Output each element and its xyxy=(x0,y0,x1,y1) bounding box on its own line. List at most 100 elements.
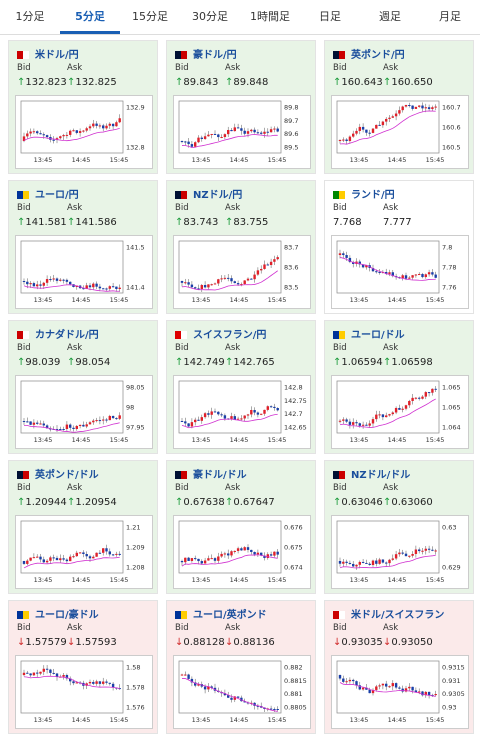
candle-body xyxy=(78,552,82,554)
x-tick-label: 14:45 xyxy=(230,716,249,724)
candle-body xyxy=(394,407,398,413)
candle-body xyxy=(431,549,434,551)
candle-body xyxy=(207,284,210,288)
candle-body xyxy=(404,405,408,409)
candle-body xyxy=(391,116,394,118)
pair-name[interactable]: 英ポンド/円 xyxy=(351,50,405,61)
tab[interactable]: 1分足 xyxy=(15,10,45,23)
pair-name[interactable]: NZドル/円 xyxy=(193,190,243,201)
x-tick-label: 15:45 xyxy=(110,716,129,724)
candle-body xyxy=(338,561,342,564)
candle-body xyxy=(421,274,424,278)
bid-value: ↓0.88128 xyxy=(175,637,225,648)
tab[interactable]: 5分足 xyxy=(60,0,120,34)
tab[interactable]: 30分足 xyxy=(192,10,228,23)
pair-name[interactable]: 英ポンド/ドル xyxy=(35,470,99,481)
pair-name[interactable]: ユーロ/豪ドル xyxy=(35,610,99,621)
candle-body xyxy=(434,274,437,278)
candle-body xyxy=(408,105,411,106)
direction-arrow: ↑ xyxy=(225,357,234,368)
candle-body xyxy=(85,683,88,686)
y-tick-label: 83.6 xyxy=(284,264,298,272)
ask-value: ↑1.20954 xyxy=(67,497,117,508)
candle-body xyxy=(375,414,378,420)
candle-body xyxy=(240,128,243,131)
candle-body xyxy=(36,422,39,424)
pair-name[interactable]: NZドル/ドル xyxy=(351,470,411,481)
x-tick-label: 15:45 xyxy=(268,576,287,584)
y-tick-label: 1.576 xyxy=(126,704,145,712)
candle-body xyxy=(55,138,59,140)
candle-body xyxy=(72,681,75,684)
pair-name[interactable]: 米ドル/円 xyxy=(35,50,79,61)
candle-body xyxy=(358,126,361,131)
plot-area xyxy=(178,100,282,154)
pair-name[interactable]: ユーロ/円 xyxy=(35,190,79,201)
candle-body xyxy=(391,412,394,415)
candle-body xyxy=(29,421,32,425)
candle-body xyxy=(378,124,381,126)
rate-card: 豪ドル/円 Bid Ask ↑89.843 ↑89.848 89.8 89.7 89.6 89.… xyxy=(166,40,316,174)
candle-body xyxy=(197,288,200,290)
tab[interactable]: 1時間足 xyxy=(250,10,290,23)
candle-body xyxy=(411,397,414,401)
direction-arrow: ↑ xyxy=(383,77,392,88)
candle-body xyxy=(45,668,49,670)
candle-body xyxy=(197,684,200,686)
candle-body xyxy=(269,129,273,133)
candle-body xyxy=(194,419,197,423)
bid-label: Bid xyxy=(333,203,347,213)
y-tick-label: 1.58 xyxy=(126,664,140,672)
pair-name[interactable]: スイスフラン/円 xyxy=(193,330,267,341)
candle-body xyxy=(269,554,273,556)
tab[interactable]: 月足 xyxy=(439,10,461,23)
x-tick-label: 13:45 xyxy=(350,576,369,584)
pair-name[interactable]: カナダドル/円 xyxy=(35,330,99,341)
candle-body xyxy=(85,424,88,427)
candle-body xyxy=(190,144,194,147)
pair-name[interactable]: ランド/円 xyxy=(351,190,395,201)
ask-label: Ask xyxy=(383,203,399,213)
x-tick-label: 14:45 xyxy=(230,156,249,164)
rate-card: ユーロ/豪ドル Bid Ask ↓1.57579 ↓1.57593 1.58 1.578 1.… xyxy=(8,600,158,734)
rate-card: ユーロ/ドル Bid Ask ↑1.06594 ↑1.06598 1.065 1.065 1.… xyxy=(324,320,474,454)
candle-body xyxy=(236,283,240,285)
candle-body xyxy=(187,423,190,427)
pair-header: 豪ドル/円 xyxy=(175,46,237,61)
candle-body xyxy=(190,422,194,427)
chart-frame xyxy=(173,655,311,729)
candle-body xyxy=(263,264,266,269)
candle-body xyxy=(118,118,121,123)
pair-name[interactable]: 米ドル/スイスフラン xyxy=(351,610,445,621)
candle-body xyxy=(411,686,414,691)
tab[interactable]: 日足 xyxy=(319,10,341,23)
candle-body xyxy=(411,105,414,109)
candle-body xyxy=(411,553,414,556)
candle-body xyxy=(72,130,75,132)
tab[interactable]: 週足 xyxy=(379,10,401,23)
rate-card: 英ポンド/円 Bid Ask ↑160.643 ↑160.650 160.7 160.6 16… xyxy=(324,40,474,174)
candle-body xyxy=(375,560,378,564)
tab[interactable]: 15分足 xyxy=(132,10,168,23)
ask-value: ↑0.63060 xyxy=(383,497,433,508)
pair-name[interactable]: ユーロ/ドル xyxy=(351,330,405,341)
candle-body xyxy=(424,392,427,397)
candle-body xyxy=(59,136,62,139)
mini-chart: 132.9 132.8 13:45 14:45 15:45 xyxy=(15,95,153,169)
candle-body xyxy=(184,674,187,676)
candle-body xyxy=(52,278,55,280)
candle-body xyxy=(200,137,203,139)
candle-body xyxy=(111,683,115,688)
direction-arrow: ↓ xyxy=(333,637,342,648)
candle-body xyxy=(352,422,355,425)
direction-arrow: ↑ xyxy=(333,357,342,368)
y-tick-label: 0.9305 xyxy=(442,690,465,698)
candle-body xyxy=(365,265,368,268)
candle-body xyxy=(371,689,375,694)
pair-name[interactable]: ユーロ/英ポンド xyxy=(193,610,267,621)
candle-body xyxy=(233,696,236,700)
pair-name[interactable]: 豪ドル/ドル xyxy=(193,470,247,481)
bid-value: ↓0.93035 xyxy=(333,637,383,648)
pair-name[interactable]: 豪ドル/円 xyxy=(193,50,237,61)
